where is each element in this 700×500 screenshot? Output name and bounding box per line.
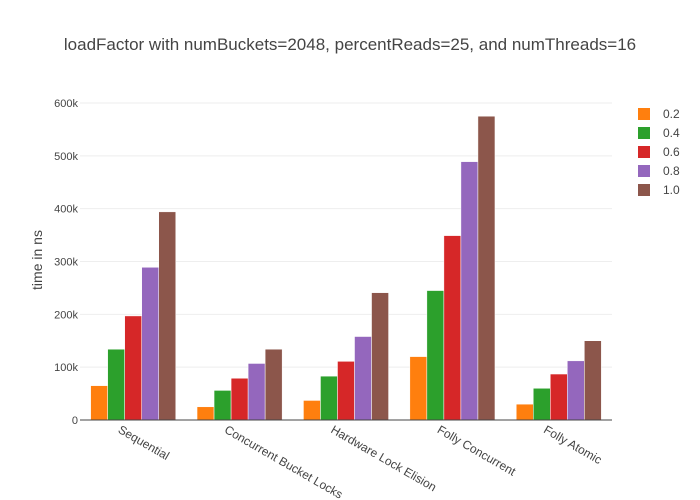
bar-0-2-0[interactable] (90, 385, 108, 421)
y-tick-label: 300k (54, 257, 78, 269)
bars (90, 115, 602, 421)
bar-0-4-2[interactable] (320, 375, 338, 421)
bar-0-2-1[interactable] (196, 406, 215, 421)
y-tick-label: 400k (54, 204, 78, 216)
bar-1-0-0[interactable] (158, 211, 177, 421)
legend-swatch[interactable] (638, 146, 650, 158)
y-tick-label: 600k (54, 98, 78, 110)
bar-0-6-1[interactable] (230, 378, 249, 421)
bar-0-4-0[interactable] (107, 348, 125, 421)
y-axis-label: time in ns (29, 230, 45, 290)
legend-label[interactable]: 0.4 (663, 126, 680, 140)
legend-label[interactable]: 0.2 (663, 107, 680, 121)
bar-0-4-4[interactable] (533, 388, 551, 421)
x-tick-label: Folly Concurrent (435, 422, 519, 478)
y-tick-label: 200k (54, 309, 78, 321)
bar-0-8-0[interactable] (141, 267, 159, 421)
bar-0-8-4[interactable] (567, 360, 585, 421)
legend-swatch[interactable] (638, 127, 650, 139)
x-tick-labels: Sequential Concurrent Bucket LocksHardwar… (116, 422, 605, 500)
y-tick-labels: 0 100k 200k 300k 400k 500k 600k (54, 98, 78, 427)
legend-label[interactable]: 1.0 (663, 183, 680, 197)
y-tick-label: 500k (54, 151, 78, 163)
legend-label[interactable]: 0.6 (663, 145, 680, 159)
bar-0-6-0[interactable] (124, 315, 142, 421)
bar-0-4-3[interactable] (426, 290, 445, 421)
legend-swatch[interactable] (638, 108, 650, 120)
bar-0-8-1[interactable] (247, 363, 266, 421)
bar-0-2-2[interactable] (303, 400, 321, 421)
y-tick-label: 0 (72, 415, 78, 427)
legend-swatch[interactable] (638, 165, 650, 177)
bar-0-6-4[interactable] (550, 373, 568, 421)
bar-1-0-3[interactable] (477, 115, 496, 421)
chart-title: loadFactor with numBuckets=2048, percent… (64, 35, 636, 54)
bar-0-8-3[interactable] (460, 161, 479, 421)
bar-0-2-4[interactable] (515, 403, 534, 421)
bar-1-0-2[interactable] (371, 292, 389, 421)
legend-swatch[interactable] (638, 184, 650, 196)
legend[interactable]: 0.2 0.4 0.6 0.8 1.0 (638, 107, 680, 197)
bar-0-6-2[interactable] (337, 361, 355, 421)
bar-0-2-3[interactable] (409, 356, 428, 421)
x-tick-label: Sequential (116, 422, 172, 462)
bar-1-0-4[interactable] (584, 340, 602, 421)
bar-0-4-1[interactable] (213, 390, 232, 421)
bar-0-8-2[interactable] (354, 336, 372, 421)
x-tick-label: Hardware Lock Elision (329, 422, 439, 494)
bar-1-0-1[interactable] (264, 348, 283, 421)
x-tick-label: Folly Atomic (541, 422, 604, 466)
y-tick-label: 100k (54, 362, 78, 374)
x-tick-label: Concurrent Bucket Locks (222, 422, 345, 500)
bar-0-6-3[interactable] (443, 235, 462, 421)
legend-label[interactable]: 0.8 (663, 164, 680, 178)
